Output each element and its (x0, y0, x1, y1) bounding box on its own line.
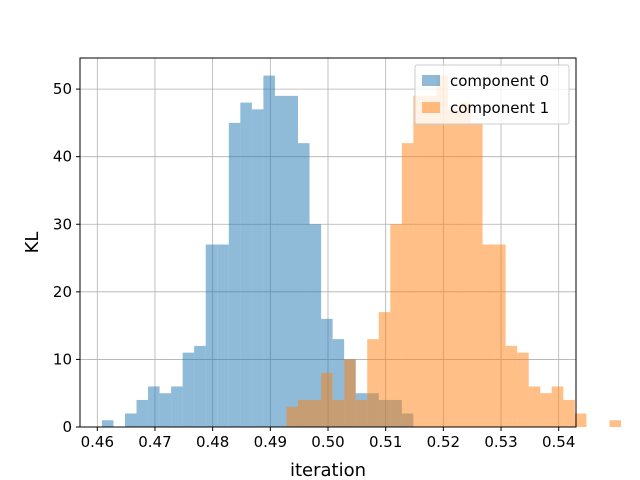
histogram-bar-series-0 (217, 244, 229, 427)
histogram-bar-series-1 (505, 345, 518, 427)
histogram-bar-series-0 (182, 352, 195, 427)
y-axis-label: KL (22, 232, 43, 254)
histogram-bar-series-0 (274, 95, 287, 427)
histogram-bar-series-1 (286, 406, 299, 427)
histogram-bar-series-1 (609, 420, 621, 427)
histogram-bar-series-0 (263, 75, 275, 428)
histogram-bar-series-1 (436, 75, 448, 428)
histogram-bar-series-1 (413, 95, 425, 427)
histogram-bars (101, 75, 621, 428)
histogram-bar-series-1 (332, 399, 345, 427)
histogram-bar-series-1 (424, 95, 437, 427)
legend-label: component 0 (450, 72, 549, 90)
histogram-bar-series-1 (482, 244, 495, 427)
histogram-bar-series-0 (101, 420, 114, 427)
histogram-bar-series-0 (332, 339, 345, 427)
histogram-bar-series-1 (298, 399, 310, 427)
histogram-bar-series-0 (124, 413, 137, 427)
histogram-bar-series-1 (309, 399, 322, 427)
x-tick-label: 0.52 (427, 433, 460, 451)
legend-label: component 1 (450, 99, 549, 117)
x-tick-label: 0.47 (138, 433, 171, 451)
histogram-bar-series-1 (540, 393, 552, 427)
y-tick-label: 50 (53, 80, 72, 98)
y-tick-label: 10 (53, 350, 72, 368)
y-axis-ticks: 0 10 20 30 40 50 (53, 80, 80, 436)
legend: component 0 component 1 (414, 64, 570, 125)
histogram-bar-series-0 (240, 102, 252, 427)
x-tick-label: 0.53 (484, 433, 517, 451)
histogram-bar-series-1 (344, 359, 356, 427)
grid-lines (80, 58, 576, 428)
histogram-bar-series-1 (517, 352, 529, 427)
histogram-bar-series-1 (563, 399, 575, 427)
y-tick-label: 40 (53, 148, 72, 166)
x-tick-label: 0.46 (81, 433, 114, 451)
x-axis-ticks: 0.46 0.47 0.48 0.49 0.50 0.51 0.52 0.53 0.54 (81, 427, 575, 451)
histogram-bar-series-0 (136, 399, 149, 427)
y-tick-label: 0 (62, 418, 72, 436)
histogram-bar-series-0 (228, 122, 241, 427)
histogram-bar-series-0 (205, 244, 218, 427)
x-tick-label: 0.51 (369, 433, 402, 451)
histogram-bar-series-1 (494, 244, 506, 427)
histogram-bar-series-1 (401, 143, 414, 427)
histogram-bar-series-0 (251, 109, 264, 427)
x-tick-label: 0.54 (542, 433, 575, 451)
histogram-bar-series-0 (148, 386, 160, 427)
histogram-bar-series-1 (390, 224, 402, 427)
histogram-bar-series-0 (194, 345, 206, 427)
histogram-bar-series-1 (471, 122, 483, 427)
histogram-bar-series-1 (551, 386, 564, 427)
histogram-bar-series-1 (378, 312, 391, 427)
x-tick-label: 0.50 (311, 433, 344, 451)
histogram-bar-series-1 (574, 413, 587, 427)
y-tick-label: 30 (53, 215, 72, 233)
legend-swatch (422, 102, 440, 113)
histogram-bar-series-1 (321, 372, 333, 427)
legend-swatch (422, 75, 440, 86)
x-tick-label: 0.48 (196, 433, 229, 451)
histogram-bar-series-0 (298, 143, 310, 427)
histogram-bar-series-0 (309, 224, 322, 427)
x-tick-label: 0.49 (254, 433, 287, 451)
x-axis-label: iteration (290, 460, 366, 480)
histogram-bar-series-1 (447, 109, 460, 427)
histogram-bar-series-0 (159, 393, 172, 427)
histogram-bar-series-1 (459, 102, 472, 427)
y-tick-label: 20 (53, 283, 72, 301)
histogram-bar-series-1 (367, 339, 379, 427)
histogram-bar-series-1 (355, 399, 368, 427)
legend-box (414, 64, 570, 125)
histogram-bar-series-0 (171, 386, 183, 427)
histogram-bar-series-0 (286, 95, 299, 427)
histogram-bar-series-1 (528, 386, 541, 427)
